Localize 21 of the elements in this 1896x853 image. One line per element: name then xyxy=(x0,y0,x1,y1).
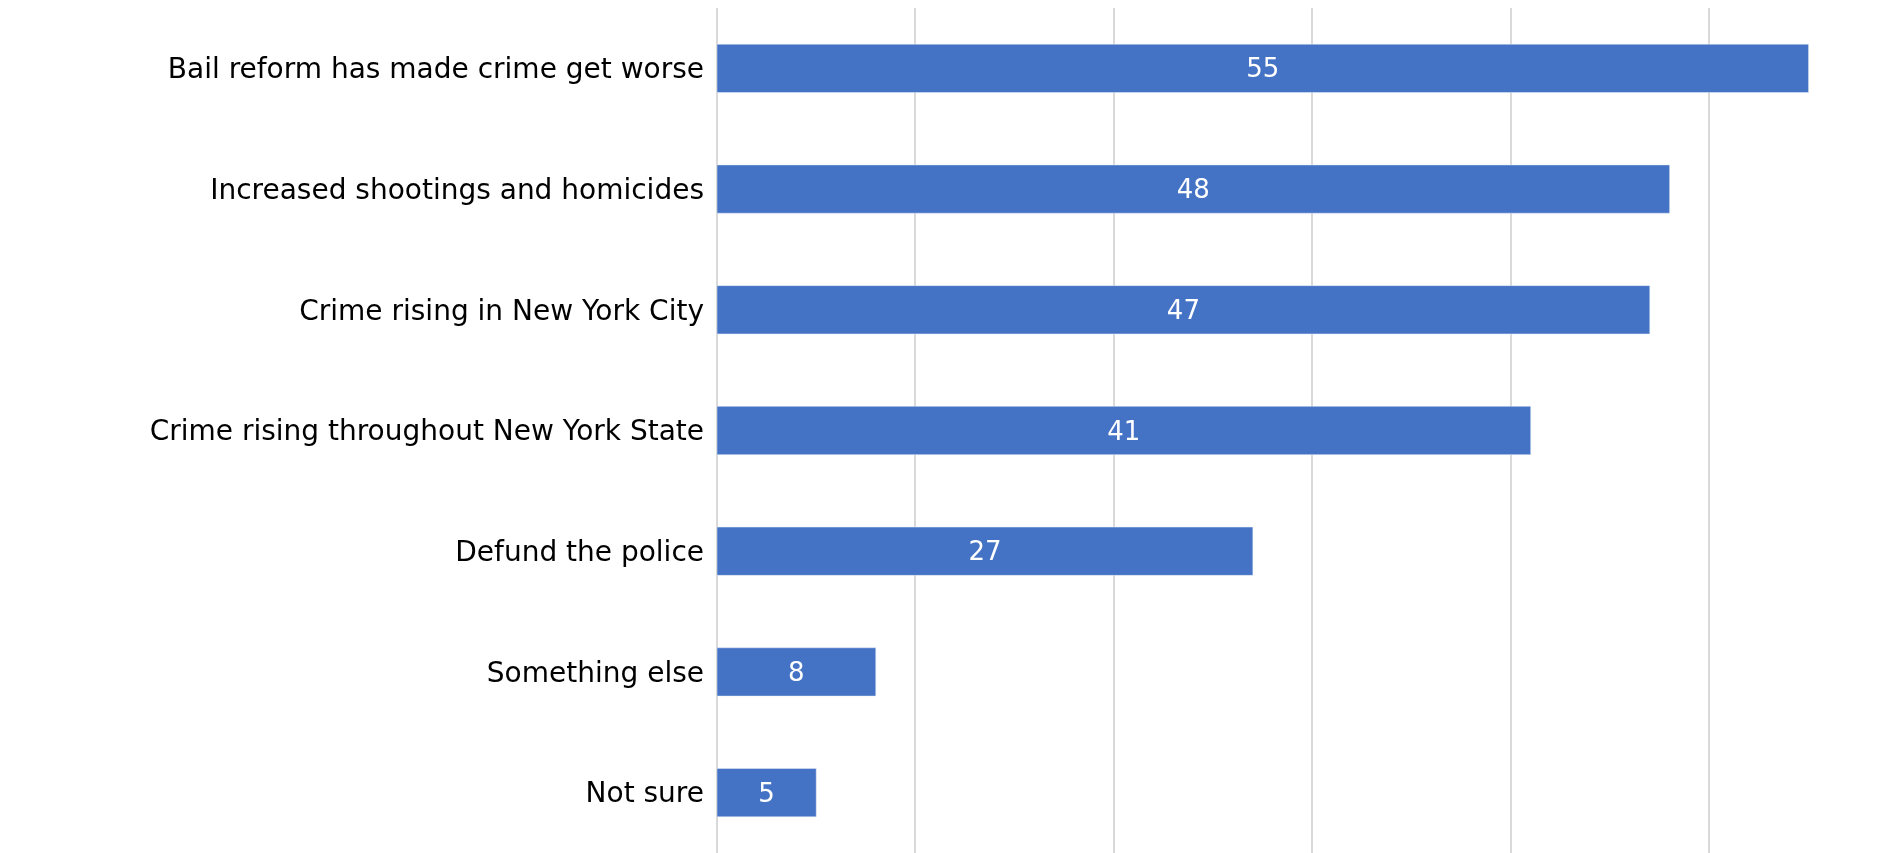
y-tick-label: Crime rising throughout New York State xyxy=(149,414,704,448)
bar xyxy=(717,647,877,697)
y-tick-label: Crime rising in New York City xyxy=(299,293,704,327)
data-label: 48 xyxy=(1176,174,1210,205)
y-tick-label: Defund the police xyxy=(455,535,704,569)
y-tick-label: Not sure xyxy=(585,776,704,810)
data-label: 55 xyxy=(1246,53,1280,84)
bar xyxy=(717,526,1254,576)
y-tick-label: Bail reform has made crime get worse xyxy=(167,52,704,86)
y-tick-label: Something else xyxy=(486,655,704,689)
data-label: 47 xyxy=(1166,294,1200,325)
data-label: 41 xyxy=(1107,415,1141,446)
bar xyxy=(717,406,1531,455)
bar xyxy=(717,43,1809,93)
bar xyxy=(717,768,817,818)
bar xyxy=(717,285,1651,335)
bar xyxy=(717,164,1670,214)
data-label: 27 xyxy=(968,536,1002,567)
data-label: 5 xyxy=(758,777,775,808)
y-tick-label: Increased shootings and homicides xyxy=(210,172,704,206)
data-label: 8 xyxy=(788,656,805,687)
